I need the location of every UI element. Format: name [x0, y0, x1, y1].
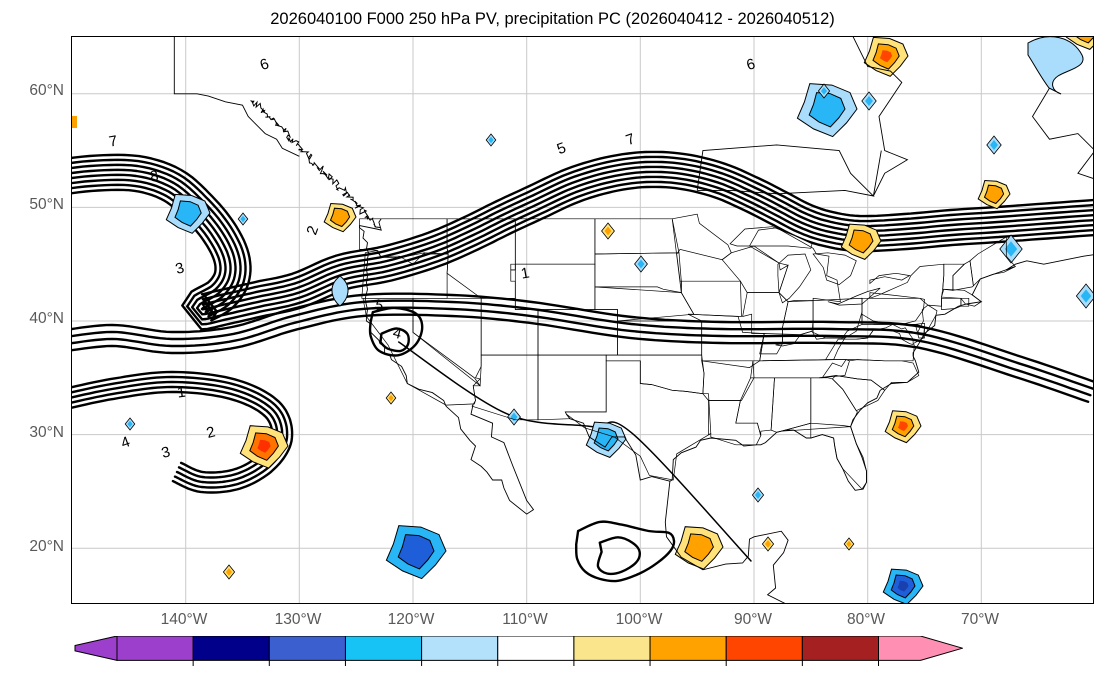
svg-text:3: 3 [174, 259, 186, 278]
svg-text:4: 4 [391, 324, 403, 343]
svg-text:7: 7 [108, 132, 119, 150]
svg-text:1: 1 [520, 264, 531, 282]
baja_pen [446, 404, 534, 514]
svg-text:6: 6 [745, 55, 757, 74]
east_coast [670, 267, 1016, 491]
atlantic_canada [1006, 88, 1094, 270]
svg-text:4: 4 [119, 433, 133, 452]
svg-text:2: 2 [205, 423, 217, 442]
svg-text:7: 7 [624, 130, 638, 149]
svg-text:5: 5 [555, 139, 569, 158]
canada_west_arctic [174, 37, 907, 196]
svg-text:6: 6 [258, 55, 272, 74]
svg-text:2: 2 [303, 224, 322, 238]
hudson_bay [697, 145, 873, 196]
svg-text:5: 5 [373, 296, 385, 315]
svg-text:3: 3 [160, 443, 172, 462]
